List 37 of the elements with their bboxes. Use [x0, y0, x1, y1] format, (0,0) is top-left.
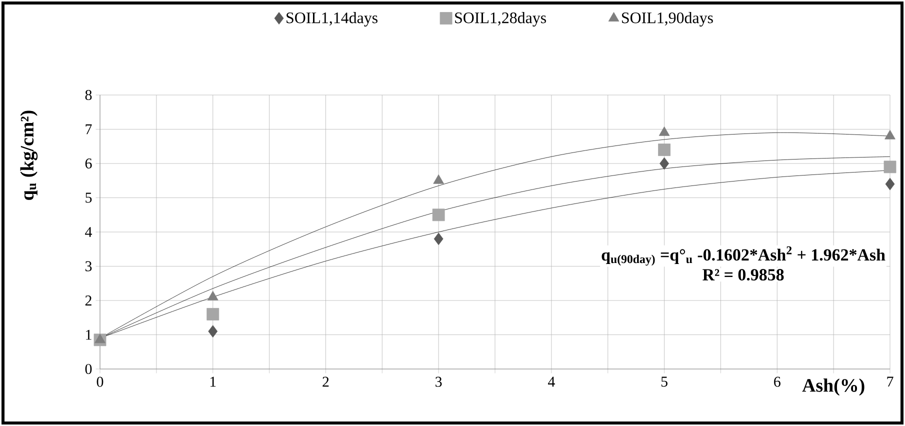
point [432, 208, 445, 222]
x-tick-label: 7 [887, 376, 894, 387]
y-tick-label: 3 [85, 261, 92, 272]
x-tick-label: 1 [210, 376, 216, 387]
y-axis-title: q$_{u}$ (kg/cm²) [20, 110, 38, 200]
x-tick-label: 5 [661, 376, 668, 387]
x-tick-label: 6 [774, 376, 780, 387]
annotation: R² = 0.9858 [702, 269, 784, 281]
point [660, 157, 669, 170]
x-axis-title: Ash(%) [802, 378, 864, 396]
legend-label: SOIL1,14days [286, 12, 378, 26]
y-tick-label: 1 [86, 330, 92, 340]
point [433, 174, 444, 184]
y-tick-label: 5 [86, 192, 92, 203]
y-tick-label: 4 [85, 227, 92, 237]
y-tick-label: 7 [86, 124, 92, 134]
x-tick-label: 4 [548, 376, 555, 387]
annotation: q$_{u(90day)}$ =q°$_{u}$ -0.1602*Ash$^{2}$ + 1.962*Ash [602, 246, 886, 266]
x-tick-label: 3 [436, 376, 442, 387]
x-tick-label: 2 [322, 376, 329, 387]
point [206, 308, 220, 320]
y-tick-label: 6 [85, 158, 92, 169]
point [658, 126, 670, 136]
point [434, 232, 444, 246]
y-tick-label: 2 [85, 296, 92, 306]
legend-label: SOIL1,90days [622, 12, 713, 26]
point [884, 130, 896, 140]
point [885, 178, 895, 190]
point [884, 160, 896, 174]
point [208, 325, 218, 338]
legend-label: SOIL1,28days [455, 12, 546, 26]
y-tick-label: 0 [85, 364, 92, 374]
point [94, 334, 106, 344]
point [658, 144, 670, 156]
point [207, 290, 218, 300]
x-tick-label: 0 [96, 376, 104, 387]
y-tick-label: 8 [85, 90, 92, 100]
